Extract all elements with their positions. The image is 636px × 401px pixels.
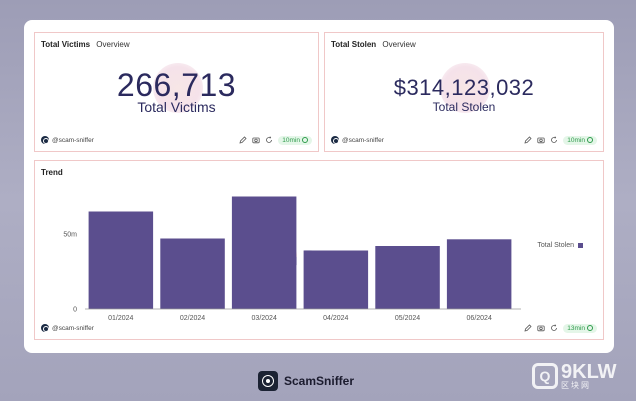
legend-label: Total Stolen [537,242,574,249]
camera-icon[interactable] [537,324,545,332]
trend-card: Trend Dune 01/202402/202403/202404/20240… [34,160,604,340]
camera-icon[interactable] [537,136,545,144]
x-tick-label: 03/2024 [252,315,277,322]
edit-icon[interactable] [524,136,532,144]
x-tick-label: 01/2024 [108,315,133,322]
bar-02-2024[interactable] [160,238,225,310]
author-name: @scam-sniffer [52,136,94,144]
author-avatar-icon [41,136,49,144]
refresh-interval-badge: 13min [563,323,597,333]
bar-03-2024[interactable] [231,196,297,310]
x-tick-label: 06/2024 [467,315,492,322]
refresh-interval-badge: 10min [563,135,597,145]
dune-watermark-circle [153,63,203,113]
watermark-logo-icon: Q [532,363,558,389]
refresh-icon[interactable] [550,324,558,332]
card-title: Total Victims [41,40,91,49]
card-title: Total Stolen [331,40,377,49]
check-icon [302,137,308,143]
total-stolen-label: Total Stolen [432,100,496,114]
refresh-icon[interactable] [550,136,558,144]
card-header: Total Victims Overview [41,40,130,49]
total-victims-card: Total Victims Overview 266,713 Total Vic… [34,32,319,152]
card-subtitle-tab[interactable]: Overview [96,40,130,49]
bar-01-2024[interactable] [88,211,154,310]
author-link[interactable]: @scam-sniffer [41,324,94,332]
bar-05-2024[interactable] [375,246,440,309]
dashboard-board: Total Victims Overview 266,713 Total Vic… [24,20,614,353]
check-icon [587,137,593,143]
watermark-sub-text: 区块网 [561,381,591,390]
legend-swatch [578,243,583,248]
card-subtitle-tab[interactable]: Overview [382,40,416,49]
card-header: Trend [41,168,63,177]
author-link[interactable]: @scam-sniffer [41,136,94,144]
dune-watermark-circle [440,63,490,113]
author-name: @scam-sniffer [342,136,384,144]
trend-bar-chart: Dune 01/202402/202403/202404/202405/2024… [63,196,521,322]
watermark-main-text: 9KLW [561,361,617,383]
brand-name: ScamSniffer [284,374,355,388]
edit-icon[interactable] [239,136,247,144]
total-victims-label: Total Victims [137,99,216,115]
total-stolen-card: Total Stolen Overview $314,123,032 Total… [324,32,604,152]
refresh-icon[interactable] [265,136,273,144]
bar-04-2024[interactable] [303,250,369,310]
scamsniffer-brand: ScamSniffer [258,371,354,391]
author-name: @scam-sniffer [52,324,94,332]
chart-legend: Total Stolen [537,242,583,249]
card-title: Trend [41,168,63,177]
x-tick-label: 04/2024 [323,315,348,322]
total-victims-value: 266,713 [116,67,237,103]
author-avatar-icon [331,136,339,144]
card-footer: @scam-sniffer 13min [41,323,597,333]
check-icon [587,325,593,331]
scamsniffer-logo-icon [258,371,278,391]
x-tick-label: 05/2024 [395,315,420,322]
bar-06-2024[interactable] [446,239,512,310]
refresh-interval-badge: 10min [278,135,312,145]
card-header: Total Stolen Overview [331,40,416,49]
y-tick-label: 0 [73,307,77,314]
author-link[interactable]: @scam-sniffer [331,136,384,144]
author-avatar-icon [41,324,49,332]
camera-icon[interactable] [252,136,260,144]
x-tick-label: 02/2024 [180,315,205,322]
card-footer: @scam-sniffer 10min [331,135,597,145]
y-tick-label: 50m [63,232,77,239]
edit-icon[interactable] [524,324,532,332]
card-footer: @scam-sniffer 10min [41,135,312,145]
site-watermark: Q 9KLW 区块网 [532,359,630,393]
total-stolen-value: $314,123,032 [393,75,535,100]
